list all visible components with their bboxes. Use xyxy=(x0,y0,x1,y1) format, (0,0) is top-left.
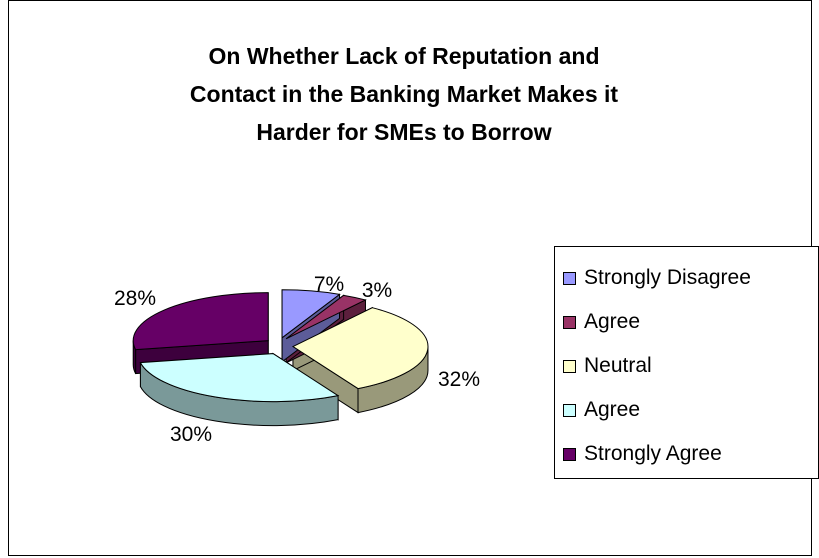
pie-chart: 7% 3% 32% 30% 28% xyxy=(114,273,480,446)
pie-slice xyxy=(285,294,367,340)
legend-swatch xyxy=(563,447,576,461)
slice-value-label: 30% xyxy=(170,423,212,446)
legend: Strongly Disagree Agree Neutral Agree St… xyxy=(554,246,819,479)
pie-slice xyxy=(291,307,429,390)
legend-item-strongly-agree: Strongly Agree xyxy=(563,439,722,469)
chart-area: On Whether Lack of Reputation and Contac… xyxy=(8,0,819,556)
legend-label: Strongly Disagree xyxy=(584,266,751,289)
chart-title: On Whether Lack of Reputation and Contac… xyxy=(189,43,619,145)
legend-swatch xyxy=(563,271,576,285)
legend-label: Agree xyxy=(584,310,641,333)
slice-value-label: 32% xyxy=(438,368,480,391)
slice-value-label: 3% xyxy=(362,279,392,302)
pie-slice xyxy=(281,289,341,339)
legend-label: Neutral xyxy=(584,354,652,377)
legend-swatch xyxy=(563,403,576,417)
legend-swatch xyxy=(563,315,576,329)
legend-swatch xyxy=(563,359,576,373)
pie-slices xyxy=(132,289,429,427)
legend-item-strongly-disagree: Strongly Disagree xyxy=(563,263,751,293)
legend-item-neutral: Neutral xyxy=(563,351,652,381)
slice-value-label: 7% xyxy=(314,273,344,296)
pie-slice xyxy=(139,353,340,403)
legend-label: Strongly Agree xyxy=(584,442,722,465)
legend-item-agree-2: Agree xyxy=(563,395,640,425)
slice-value-label: 28% xyxy=(114,287,156,310)
legend-item-agree: Agree xyxy=(563,307,640,337)
legend-label: Agree xyxy=(584,398,641,421)
pie-slice xyxy=(132,292,269,351)
